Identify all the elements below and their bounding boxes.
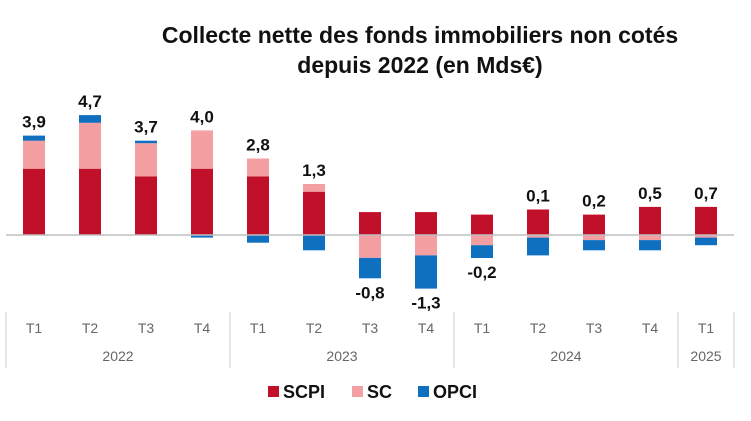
total-label-6: -0,8 (355, 283, 384, 302)
legend-swatch-sc (352, 386, 363, 397)
quarter-label-9: T2 (530, 320, 547, 336)
legend-label-scpi: SCPI (283, 382, 325, 402)
bar-scpi-10 (583, 214, 605, 235)
year-label-2022: 2022 (102, 348, 133, 364)
bar-scpi-4 (247, 176, 269, 235)
bar-scpi-6 (359, 212, 381, 235)
total-label-5: 1,3 (302, 161, 326, 180)
bar-scpi-2 (135, 176, 157, 235)
bar-opci-7 (415, 255, 437, 289)
quarter-label-0: T1 (26, 320, 43, 336)
total-label-0: 3,9 (22, 113, 46, 132)
bar-opci-12 (695, 237, 717, 246)
bar-sc-11 (639, 235, 661, 241)
bar-sc-1 (79, 122, 101, 169)
total-label-4: 2,8 (246, 136, 270, 155)
total-label-8: -0,2 (467, 263, 496, 282)
quarter-label-1: T2 (82, 320, 99, 336)
bar-sc-7 (415, 235, 437, 256)
legend-swatch-opci (418, 386, 429, 397)
bar-scpi-5 (303, 191, 325, 235)
quarter-label-10: T3 (586, 320, 603, 336)
bars-group: 3,9 4,7 3,7 4,0 2,8 1,3 -0,8 -1,3 -0,2 0,1 0,2 0,5 0… (22, 92, 718, 313)
bar-opci-10 (583, 240, 605, 251)
chart-title-line-1: Collecte nette des fonds immobiliers non… (162, 22, 678, 48)
year-label-2024: 2024 (550, 348, 581, 364)
quarter-label-8: T1 (474, 320, 491, 336)
quarter-label-11: T4 (642, 320, 659, 336)
bar-scpi-7 (415, 212, 437, 235)
bar-scpi-3 (191, 168, 213, 235)
bar-sc-8 (471, 235, 493, 246)
bar-scpi-9 (527, 209, 549, 235)
bar-sc-6 (359, 235, 381, 258)
bar-opci-5 (303, 235, 325, 251)
bar-opci-6 (359, 257, 381, 279)
total-label-11: 0,5 (638, 184, 662, 203)
bar-scpi-12 (695, 206, 717, 235)
chart-title-line-2: depuis 2022 (en Mds€) (297, 52, 542, 78)
bar-scpi-8 (471, 214, 493, 235)
bar-scpi-11 (639, 206, 661, 235)
bar-opci-8 (471, 245, 493, 258)
bar-sc-2 (135, 143, 157, 177)
total-label-10: 0,2 (582, 192, 606, 211)
legend: SCPI SC OPCI (268, 382, 477, 402)
total-label-3: 4,0 (190, 107, 214, 126)
quarter-label-4: T1 (250, 320, 267, 336)
bar-sc-5 (303, 184, 325, 192)
bar-opci-11 (639, 240, 661, 251)
total-label-7: -1,3 (411, 294, 440, 313)
quarter-label-2: T3 (138, 320, 155, 336)
bar-opci-0 (23, 135, 45, 141)
bar-sc-4 (247, 158, 269, 177)
bar-sc-12 (695, 235, 717, 238)
bar-opci-2 (135, 140, 157, 144)
bar-opci-9 (527, 237, 549, 256)
bar-scpi-1 (79, 168, 101, 235)
total-label-12: 0,7 (694, 184, 718, 203)
legend-label-opci: OPCI (433, 382, 477, 402)
quarter-label-3: T4 (194, 320, 211, 336)
bar-opci-1 (79, 115, 101, 123)
total-label-1: 4,7 (78, 92, 102, 111)
quarter-label-6: T3 (362, 320, 379, 336)
bar-sc-9 (527, 235, 549, 238)
bar-scpi-0 (23, 168, 45, 235)
total-label-2: 3,7 (134, 118, 158, 137)
category-axis: T1 T2 T3 T4 T1 T2 T3 T4 T1 T2 T3 T4 T1 2022 2023 2024 20… (5, 312, 735, 368)
quarter-label-7: T4 (418, 320, 435, 336)
quarter-label-5: T2 (306, 320, 323, 336)
year-label-2025: 2025 (690, 348, 721, 364)
bar-opci-4 (247, 235, 269, 243)
legend-swatch-scpi (268, 386, 279, 397)
bar-sc-10 (583, 235, 605, 241)
legend-label-sc: SC (367, 382, 392, 402)
total-label-9: 0,1 (526, 187, 550, 206)
bar-opci-3 (191, 235, 213, 238)
bar-sc-0 (23, 140, 45, 169)
year-label-2023: 2023 (326, 348, 357, 364)
quarter-label-12: T1 (698, 320, 715, 336)
bar-sc-3 (191, 130, 213, 169)
